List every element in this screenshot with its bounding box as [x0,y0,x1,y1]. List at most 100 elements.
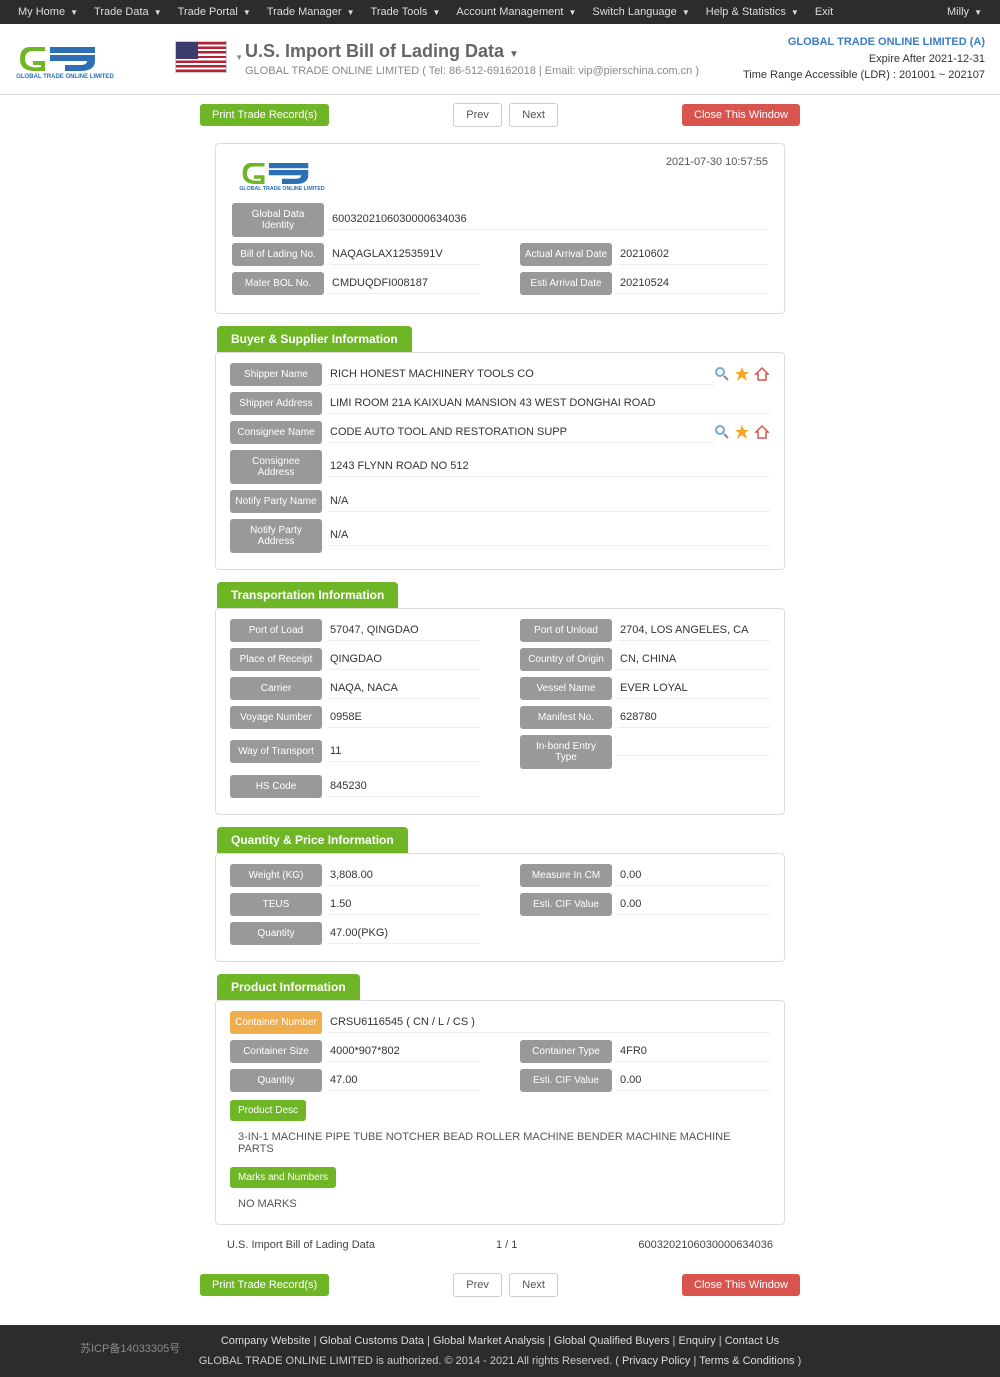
account-company: GLOBAL TRADE ONLINE LIMITED (A) [743,34,985,51]
carrier-value: NAQA, NACA [328,678,480,699]
print-button[interactable]: Print Trade Record(s) [200,104,329,126]
nav-item-account-management[interactable]: Account Management ▼ [448,4,584,20]
footer-link-global-qualified-buyers[interactable]: Global Qualified Buyers [554,1335,670,1347]
close-button[interactable]: Close This Window [682,104,800,126]
account-time-range: Time Range Accessible (LDR) : 201001 ~ 2… [743,67,985,84]
prev-button-bottom[interactable]: Prev [453,1273,502,1297]
global-id-label: Global Data Identity [232,203,324,237]
privacy-link[interactable]: Privacy Policy [622,1355,690,1367]
hs-value: 845230 [328,776,480,797]
origin-label: Country of Origin [520,648,612,671]
shipper-addr-value: LIMI ROOM 21A KAIXUAN MANSION 43 WEST DO… [328,393,770,414]
global-id-value: 60032021060300006340​36 [330,209,768,230]
nav-item-trade-tools[interactable]: Trade Tools ▼ [363,4,449,20]
icp-text: 苏ICP备14033305号 [80,1340,180,1356]
footer-link-global-customs-data[interactable]: Global Customs Data [320,1335,425,1347]
product-section: Product Information Container NumberCRSU… [215,974,785,1225]
search-icon[interactable] [714,366,730,382]
footer-link-contact-us[interactable]: Contact Us [725,1335,779,1347]
hs-label: HS Code [230,775,322,798]
quantity-section: Quantity & Price Information Weight (KG)… [215,827,785,962]
receipt-label: Place of Receipt [230,648,322,671]
prev-button[interactable]: Prev [453,103,502,127]
bol-label: Bill of Lading No. [232,243,324,266]
nav-item-exit[interactable]: Exit [807,4,841,20]
site-footer: 苏ICP备14033305号 Company Website | Global … [0,1325,1000,1377]
voyage-value: 0958E [328,707,480,728]
toolbar-bottom: Print Trade Record(s) Prev Next Close Th… [0,1265,1000,1305]
page-title[interactable]: U.S. Import Bill of Lading Data ▼ [245,41,743,62]
origin-value: CN, CHINA [618,649,770,670]
inbond-label: In-bond Entry Type [520,735,612,769]
way-label: Way of Transport [230,740,322,763]
terms-link[interactable]: Terms & Conditions [699,1355,794,1367]
nav-item-switch-language[interactable]: Switch Language ▼ [584,4,697,20]
product-qty-label: Quantity [230,1069,322,1092]
header: GLOBAL TRADE ONLINE LIMITED ▼ U.S. Impor… [0,24,1000,95]
quantity-title: Quantity & Price Information [217,827,408,853]
inbond-value [618,747,770,756]
toolbar-top: Print Trade Record(s) Prev Next Close Th… [0,95,1000,135]
next-button-bottom[interactable]: Next [509,1273,558,1297]
top-nav: My Home ▼Trade Data ▼Trade Portal ▼Trade… [0,0,1000,24]
nav-left: My Home ▼Trade Data ▼Trade Portal ▼Trade… [10,4,841,20]
nav-item-trade-portal[interactable]: Trade Portal ▼ [170,4,259,20]
vessel-label: Vessel Name [520,677,612,700]
footer-link-company-website[interactable]: Company Website [221,1335,311,1347]
search-icon[interactable] [714,424,730,440]
nav-item-trade-data[interactable]: Trade Data ▼ [86,4,170,20]
buyer-supplier-section: Buyer & Supplier Information Shipper Nam… [215,326,785,570]
logo-panel: GLOBAL TRADE ONLINE LIMITED [232,156,332,191]
timestamp: 2021-07-30 10:57:55 [666,156,768,168]
footer-link-enquiry[interactable]: Enquiry [678,1335,715,1347]
nav-item-help-statistics[interactable]: Help & Statistics ▼ [698,4,807,20]
port-unload-label: Port of Unload [520,619,612,642]
marks-label: Marks and Numbers [230,1167,336,1188]
transportation-title: Transportation Information [217,582,398,608]
next-button[interactable]: Next [509,103,558,127]
footer-title: U.S. Import Bill of Lading Data [227,1239,375,1251]
contact-info: GLOBAL TRADE ONLINE LIMITED ( Tel: 86-51… [245,65,743,77]
flag-dropdown[interactable]: ▼ [175,41,235,76]
account-expire: Expire After 2021-12-31 [743,51,985,68]
container-size-label: Container Size [230,1040,322,1063]
measure-label: Measure In CM [520,864,612,887]
notify-name-value: N/A [328,491,770,512]
marks-value: NO MARKS [230,1194,770,1214]
container-size-value: 4000*907*802 [328,1041,480,1062]
mater-bol-label: Mater BOL No. [232,272,324,295]
footer-page: 1 / 1 [496,1239,517,1251]
nav-item-my-home[interactable]: My Home ▼ [10,4,86,20]
home-icon[interactable] [754,424,770,440]
record-panel: GLOBAL TRADE ONLINE LIMITED 2021-07-30 1… [215,143,785,314]
star-icon[interactable] [734,424,750,440]
qty-value: 47.00(PKG) [328,923,480,944]
consignee-addr-value: 1243 FLYNN ROAD NO 512 [328,456,770,477]
cif-value: 0.00 [618,894,770,915]
nav-item-trade-manager[interactable]: Trade Manager ▼ [259,4,363,20]
voyage-label: Voyage Number [230,706,322,729]
notify-name-label: Notify Party Name [230,490,322,513]
weight-label: Weight (KG) [230,864,322,887]
product-title: Product Information [217,974,360,1000]
receipt-value: QINGDAO [328,649,480,670]
home-icon[interactable] [754,366,770,382]
port-unload-value: 2704, LOS ANGELES, CA [618,620,770,641]
star-icon[interactable] [734,366,750,382]
notify-addr-label: Notify Party Address [230,519,322,553]
close-button-bottom[interactable]: Close This Window [682,1274,800,1296]
shipper-name-value: RICH HONEST MACHINERY TOOLS CO [328,364,714,385]
transportation-section: Transportation Information Port of Load5… [215,582,785,815]
svg-text:GLOBAL TRADE ONLINE LIMITED: GLOBAL TRADE ONLINE LIMITED [16,74,114,79]
port-load-label: Port of Load [230,619,322,642]
measure-value: 0.00 [618,865,770,886]
bol-value: NAQAGLAX1253591V [330,244,480,265]
print-button-bottom[interactable]: Print Trade Record(s) [200,1274,329,1296]
footer-link-global-market-analysis[interactable]: Global Market Analysis [433,1335,545,1347]
cif-label: Esti. CIF Value [520,893,612,916]
user-menu[interactable]: Milly ▼ [939,4,990,20]
mater-bol-value: CMDUQDFI008187 [330,273,480,294]
actual-arrival-value: 20210602 [618,244,768,265]
container-no-label: Container Number [230,1011,322,1034]
shipper-addr-label: Shipper Address [230,392,322,415]
